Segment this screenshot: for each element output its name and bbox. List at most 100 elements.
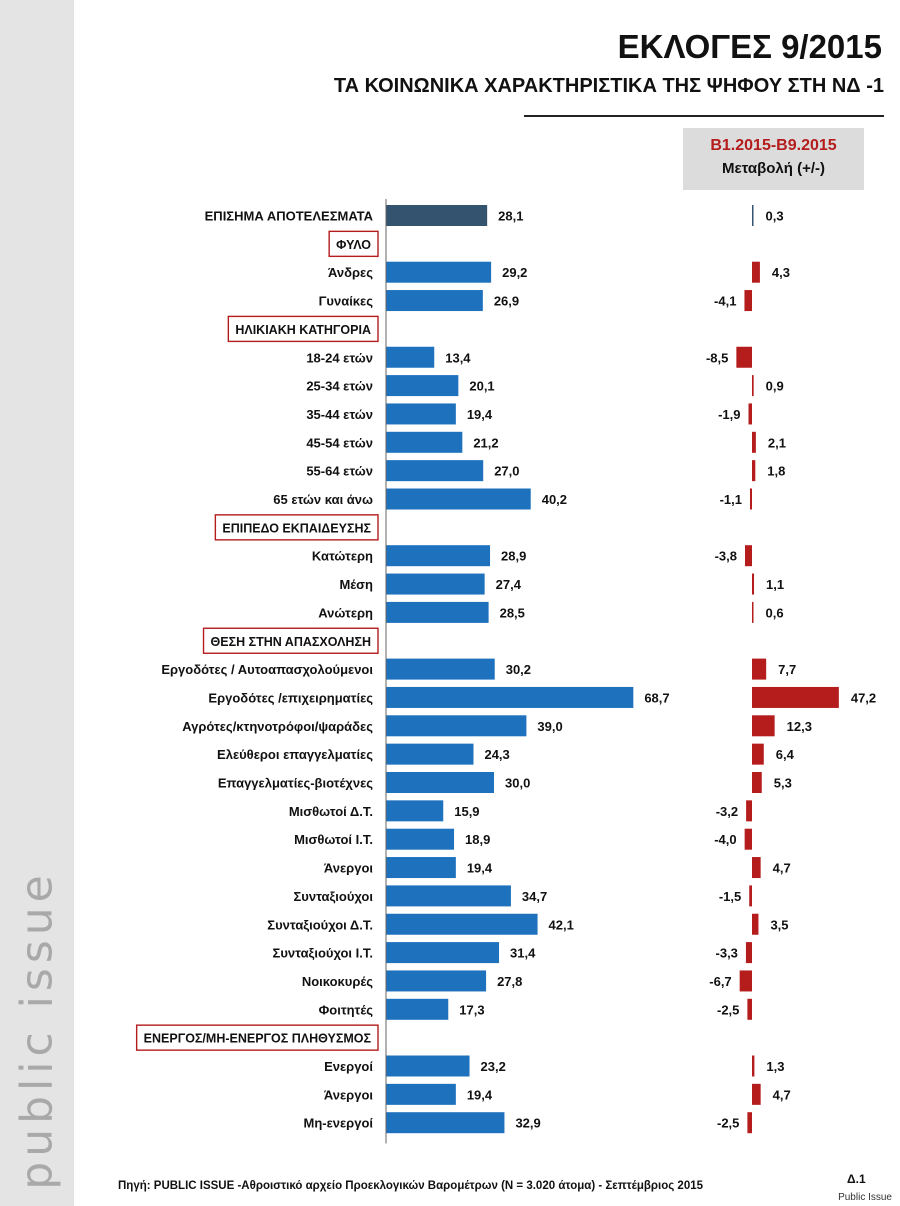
change-label: 0,6 — [766, 605, 784, 620]
change-label: -6,7 — [709, 974, 731, 989]
change-label: 1,1 — [766, 577, 784, 592]
category-label: Άνδρες — [328, 265, 373, 280]
value-label: 68,7 — [644, 690, 669, 705]
change-bar — [744, 828, 752, 850]
value-bar — [386, 545, 491, 567]
value-bar — [386, 403, 456, 425]
value-label: 27,4 — [496, 577, 522, 592]
value-bar — [386, 772, 494, 793]
value-label: 29,2 — [502, 265, 527, 280]
change-bar — [736, 346, 752, 368]
value-bar — [386, 658, 495, 680]
value-bar — [386, 488, 531, 510]
change-label: 3,5 — [770, 917, 788, 932]
section-label: ΘΕΣΗ ΣΤΗΝ ΑΠΑΣΧΟΛΗΣΗ — [211, 635, 371, 649]
section-label: ΕΠΙΠΕΔΟ ΕΚΠΑΙΔΕΥΣΗΣ — [222, 521, 371, 535]
category-label: Εργοδότες / Αυτοαπασχολούμενοι — [161, 662, 373, 677]
change-label: 0,3 — [766, 209, 784, 224]
section-box — [227, 315, 379, 343]
value-label: 30,2 — [506, 662, 531, 677]
change-bar — [745, 545, 752, 567]
category-label: Μισθωτοί Ι.Τ. — [294, 832, 373, 847]
change-bar — [752, 431, 756, 453]
category-label: Φοιτητές — [319, 1002, 374, 1017]
section-box — [214, 514, 379, 541]
change-bar — [752, 743, 764, 765]
value-label: 27,8 — [497, 974, 522, 989]
change-label: 5,3 — [774, 776, 792, 791]
change-bar — [752, 601, 754, 623]
value-label: 18,9 — [465, 832, 490, 847]
change-bar — [747, 1112, 752, 1134]
value-bar — [386, 715, 527, 737]
section-box — [202, 627, 379, 654]
change-bar — [752, 261, 760, 283]
value-bar — [386, 375, 459, 397]
value-bar — [386, 885, 511, 907]
change-label: -4,0 — [714, 832, 736, 847]
category-label: Εργοδότες /επιχειρηματίες — [208, 690, 373, 705]
value-bar — [386, 970, 487, 992]
value-bar — [386, 1055, 470, 1077]
value-label: 31,4 — [510, 946, 536, 961]
category-label: Μη-ενεργοί — [304, 1116, 374, 1131]
section-label: ΗΛΙΚΙΑΚΗ ΚΑΤΗΓΟΡΙΑ — [235, 323, 371, 337]
change-label: 4,7 — [773, 861, 791, 876]
value-label: 24,3 — [484, 747, 509, 762]
value-label: 28,1 — [498, 209, 523, 224]
value-bar — [386, 261, 492, 283]
change-bar — [752, 205, 754, 226]
change-label: 0,9 — [766, 379, 784, 394]
value-label: 23,2 — [481, 1059, 506, 1074]
category-label: 25-34 ετών — [306, 379, 373, 394]
value-label: 28,5 — [500, 605, 525, 620]
category-label: Ανώτερη — [318, 605, 373, 620]
chart-subtitle: ΤΑ ΚΟΙΝΩΝΙΚΑ ΧΑΡΑΚΤΗΡΙΣΤΙΚΑ ΤΗΣ ΨΗΦΟΥ ΣΤ… — [333, 75, 884, 97]
change-label: -3,3 — [716, 946, 738, 961]
value-bar — [386, 290, 483, 312]
value-label: 42,1 — [549, 917, 574, 932]
category-label: Συνταξιούχοι — [293, 889, 373, 904]
change-label: -3,8 — [715, 549, 737, 564]
value-bar — [386, 857, 456, 879]
change-label: 2,1 — [768, 435, 786, 450]
change-bar — [748, 403, 752, 425]
value-label: 19,4 — [467, 407, 493, 422]
category-label: Μέση — [339, 577, 373, 592]
change-label: 4,3 — [772, 265, 790, 280]
value-label: 30,0 — [505, 776, 530, 791]
value-label: 20,1 — [469, 379, 494, 394]
category-label: Ελεύθεροι επαγγελματίες — [217, 747, 373, 762]
change-bar — [744, 290, 752, 312]
change-label: 1,3 — [766, 1059, 784, 1074]
value-label: 40,2 — [542, 492, 567, 507]
change-bar — [752, 686, 839, 708]
change-header-box: Β1.2015-Β9.2015 Μεταβολή (+/-) — [683, 128, 864, 190]
category-label: Άνεργοι — [324, 1087, 374, 1102]
category-label: Ενεργοί — [324, 1059, 373, 1074]
section-box — [328, 230, 379, 258]
value-label: 19,4 — [467, 1087, 493, 1102]
value-label: 15,9 — [454, 804, 479, 819]
sidebar-band: public issue — [0, 0, 74, 1206]
change-bar — [739, 970, 752, 992]
value-label: 34,7 — [522, 889, 547, 904]
category-label: Συνταξιούχοι Ι.Τ. — [273, 946, 373, 961]
change-label: 7,7 — [778, 662, 796, 677]
value-bar — [386, 828, 455, 850]
value-label: 27,0 — [494, 464, 519, 479]
value-label: 39,0 — [537, 719, 562, 734]
category-label: 45-54 ετών — [306, 435, 373, 450]
value-bar — [386, 346, 435, 368]
value-bar — [386, 998, 449, 1020]
change-label: -4,1 — [714, 294, 736, 309]
change-bar — [746, 800, 752, 822]
change-bar — [752, 857, 761, 879]
category-label: Άνεργοι — [324, 861, 374, 876]
change-bar — [752, 460, 756, 482]
change-label: -1,5 — [719, 889, 741, 904]
category-label: Αγρότες/κτηνοτρόφοι/ψαράδες — [182, 719, 373, 734]
value-bar — [386, 743, 474, 765]
value-bar — [386, 1112, 505, 1134]
value-label: 28,9 — [501, 549, 526, 564]
